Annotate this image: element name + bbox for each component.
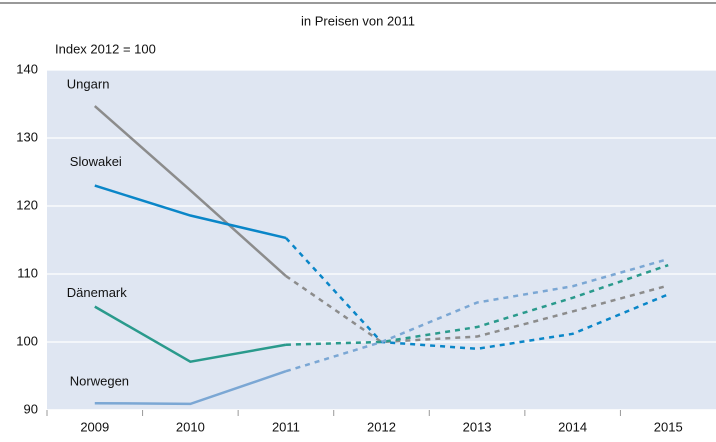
- projection-line: [285, 263, 669, 346]
- chart-title: in Preisen von 2011: [301, 13, 415, 28]
- series-label: Dänemark: [67, 285, 127, 300]
- x-tick-label: 2009: [80, 419, 109, 434]
- y-tick-label: 140: [16, 61, 38, 76]
- series-label: Slowakei: [70, 154, 122, 169]
- series-label: Norwegen: [70, 374, 129, 389]
- y-tick-label: 110: [17, 265, 38, 280]
- line: [94, 184, 287, 240]
- y-tick-label: 100: [16, 333, 38, 348]
- plot-area: [47, 70, 716, 410]
- x-tick-label: 2012: [367, 419, 396, 434]
- y-axis-label: Index 2012 = 100: [55, 41, 156, 56]
- projection-line: [285, 257, 669, 373]
- x-tick-label: 2015: [654, 419, 683, 434]
- y-tick-label: 120: [16, 197, 38, 212]
- x-tick-label: 2010: [176, 419, 205, 434]
- line: [94, 305, 287, 364]
- line: [94, 370, 287, 406]
- projection-line: [285, 275, 669, 344]
- y-tick-label: 90: [24, 401, 38, 416]
- series-label: Ungarn: [67, 76, 110, 91]
- line: [93, 105, 287, 277]
- x-tick-label: 2011: [272, 419, 300, 434]
- y-tick-label: 130: [16, 129, 38, 144]
- projection-line: [285, 237, 669, 351]
- x-tick-label: 2013: [463, 419, 492, 434]
- x-tick-label: 2014: [558, 419, 587, 434]
